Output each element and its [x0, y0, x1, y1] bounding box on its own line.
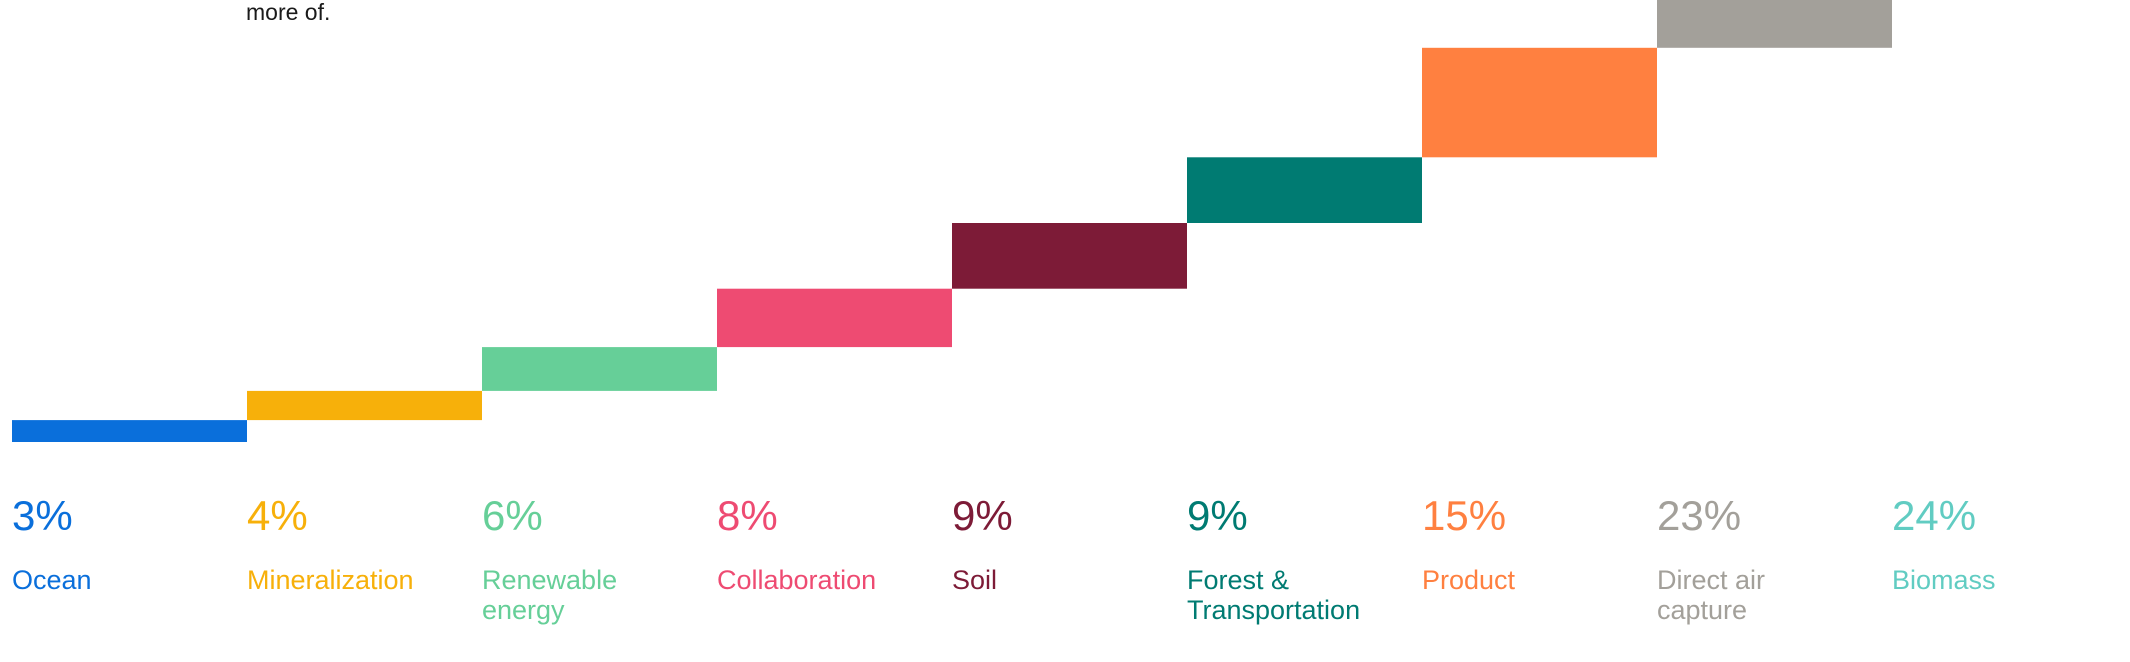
category-label: Collaboration: [717, 565, 876, 595]
value-label: 3%: [12, 492, 73, 539]
bar-ocean: [12, 420, 247, 442]
bar-collaboration: [717, 288, 952, 348]
category-label: Direct air: [1657, 565, 1765, 595]
bar-mineralization: [247, 390, 482, 421]
value-label: 9%: [1187, 492, 1248, 539]
category-label: capture: [1657, 595, 1747, 625]
category-label: Transportation: [1187, 595, 1360, 625]
bar-product: [1422, 47, 1657, 158]
bar-soil: [952, 223, 1187, 289]
value-label: 24%: [1892, 492, 1976, 539]
category-label: Ocean: [12, 565, 92, 595]
category-label: Biomass: [1892, 565, 1996, 595]
value-label: 15%: [1422, 492, 1506, 539]
category-label: Renewable: [482, 565, 617, 595]
bar-renewable-energy: [482, 347, 717, 391]
value-label: 9%: [952, 492, 1013, 539]
value-label: 4%: [247, 492, 308, 539]
category-label: energy: [482, 595, 565, 625]
bar-forest-transportation: [1187, 157, 1422, 223]
bar-direct-air-capture: [1657, 0, 1892, 48]
value-label: 23%: [1657, 492, 1741, 539]
value-label: 6%: [482, 492, 543, 539]
category-label: Product: [1422, 565, 1516, 595]
category-label: Mineralization: [247, 565, 414, 595]
category-label: Soil: [952, 565, 997, 595]
category-label: Forest &: [1187, 565, 1289, 595]
intro-text: more of.: [246, 0, 331, 25]
value-label: 8%: [717, 492, 778, 539]
